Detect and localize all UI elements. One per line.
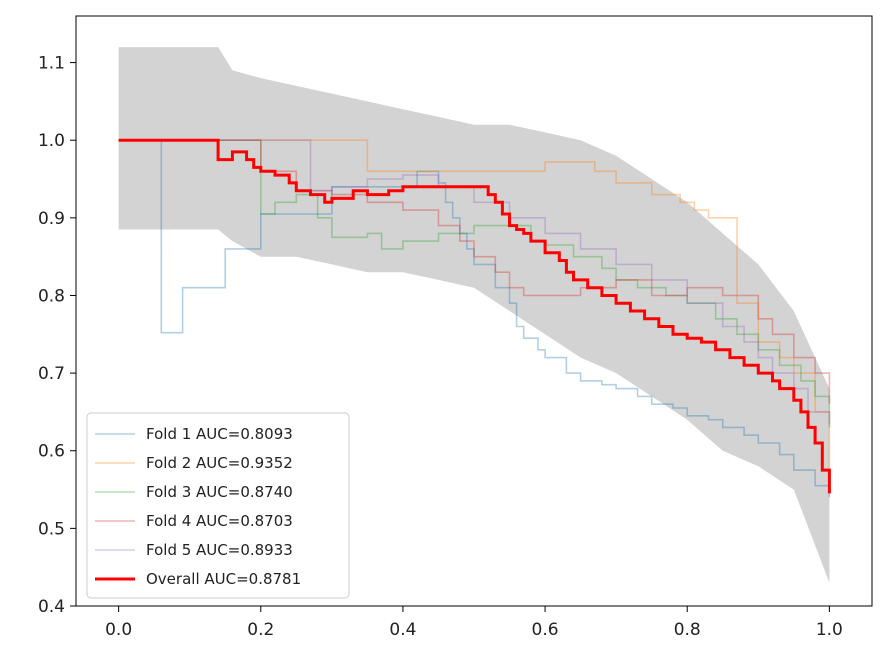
plot-area <box>118 47 831 583</box>
x-axis-ticks: 0.0 0.2 0.4 0.6 0.8 1.0 <box>105 606 843 640</box>
legend-box <box>86 412 350 599</box>
legend-label-4: Fold 4 AUC=0.8703 <box>146 512 293 530</box>
y-axis-ticks: 0.4 0.5 0.6 0.7 0.8 0.9 1.0 1.1 <box>38 54 76 617</box>
x-tick-label: 0.2 <box>247 620 274 640</box>
legend-label-3: Fold 3 AUC=0.8740 <box>146 483 293 501</box>
y-tick-label: 1.1 <box>38 54 65 74</box>
x-tick-label: 0.4 <box>389 620 416 640</box>
y-tick-label: 0.5 <box>38 519 65 539</box>
x-tick-label: 0.6 <box>532 620 559 640</box>
series-line-6 <box>118 138 831 494</box>
y-tick-label: 0.9 <box>38 209 65 229</box>
series-line-3 <box>118 139 831 428</box>
y-tick-label: 0.4 <box>38 597 65 617</box>
x-tick-label: 1.0 <box>816 620 843 640</box>
y-tick-label: 0.6 <box>38 442 65 462</box>
y-tick-label: 0.8 <box>38 286 65 306</box>
legend-label-6: Overall AUC=0.8781 <box>146 570 301 588</box>
legend-label-5: Fold 5 AUC=0.8933 <box>146 541 293 559</box>
std-band-area <box>118 47 830 583</box>
series-lines <box>118 138 831 498</box>
series-line-5 <box>118 139 831 424</box>
legend-label-2: Fold 2 AUC=0.9352 <box>146 454 293 472</box>
axes-frame <box>75 15 873 607</box>
y-tick-label: 1.0 <box>38 131 65 151</box>
series-line-4 <box>118 139 831 405</box>
legend: Fold 1 AUC=0.8093 Fold 2 AUC=0.9352 Fold 3… <box>86 412 350 599</box>
legend-label-1: Fold 1 AUC=0.8093 <box>146 425 293 443</box>
series-line-2 <box>118 139 831 482</box>
series-line-1 <box>160 140 831 498</box>
y-tick-label: 0.7 <box>38 364 65 384</box>
x-tick-label: 0.0 <box>105 620 132 640</box>
x-tick-label: 0.8 <box>674 620 701 640</box>
